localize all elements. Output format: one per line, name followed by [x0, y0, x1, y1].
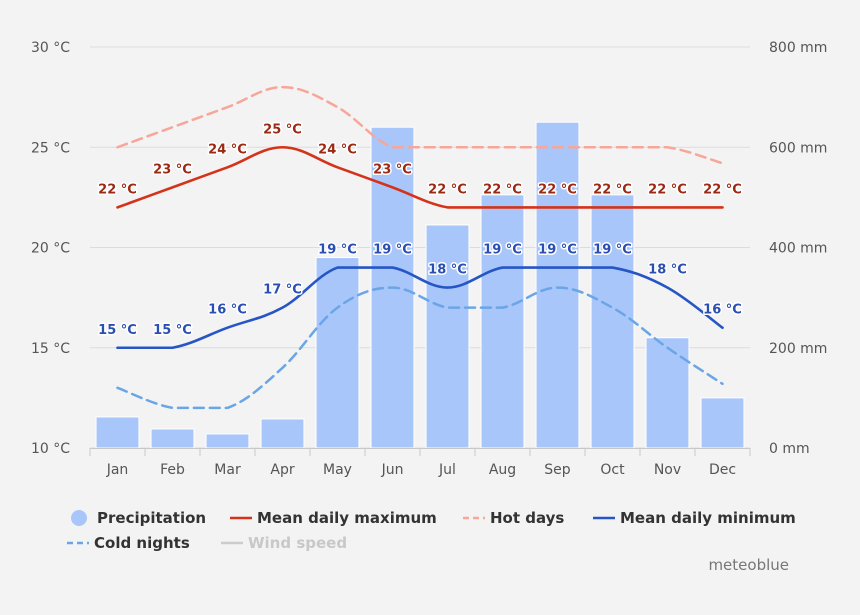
legend-label: Mean daily minimum	[620, 509, 796, 527]
data-label: 16 °C	[208, 303, 247, 318]
precipitation-bar[interactable]	[645, 337, 690, 449]
legend: Precipitation Mean daily maximum Hot days M…	[67, 509, 796, 552]
legend-item-precipitation[interactable]: Precipitation	[71, 509, 206, 527]
legend-symbol	[71, 510, 87, 526]
x-tick-label: Jul	[438, 462, 456, 478]
precipitation-bar[interactable]	[205, 433, 250, 449]
precipitation-bar[interactable]	[425, 224, 470, 449]
x-tick-label: Mar	[214, 462, 241, 478]
y-left-tick-label: 15 °C	[31, 341, 70, 357]
x-tick-label: Feb	[160, 462, 185, 478]
data-label: 25 °C	[263, 122, 302, 137]
data-label: 24 °C	[208, 142, 247, 157]
data-label: 19 °C	[373, 243, 412, 258]
data-label: 22 °C	[98, 182, 137, 197]
data-label: 22 °C	[483, 182, 522, 197]
precipitation-bars	[95, 121, 745, 449]
y-right-tick-label: 0 mm	[769, 441, 810, 457]
legend-label: Hot days	[490, 509, 564, 527]
series-lines	[116, 85, 724, 410]
y-right-tick-label: 400 mm	[769, 241, 827, 257]
precipitation-bar[interactable]	[95, 416, 140, 449]
precipitation-bar[interactable]	[590, 194, 635, 449]
data-label: 15 °C	[153, 323, 192, 338]
data-label: 22 °C	[593, 182, 632, 197]
precipitation-bar[interactable]	[480, 194, 525, 449]
x-tick-label: Sep	[544, 462, 571, 478]
legend-label: Cold nights	[94, 534, 190, 552]
x-tick-label: Dec	[709, 462, 736, 478]
axes: 10 °C 0 mm 15 °C 200 mm 20 °C 400 mm 25 °C 600 …	[31, 40, 828, 478]
data-label: 17 °C	[263, 283, 302, 298]
series-line-mean-daily-minimum[interactable]	[116, 266, 724, 350]
series-line-mean-daily-maximum[interactable]	[116, 145, 724, 209]
data-label: 23 °C	[153, 162, 192, 177]
legend-item-cold-nights[interactable]: Cold nights	[67, 534, 190, 552]
y-right-tick-label: 600 mm	[769, 140, 827, 156]
x-tick-label: Jan	[106, 462, 129, 478]
data-label: 19 °C	[593, 243, 632, 258]
y-right-tick-label: 200 mm	[769, 341, 827, 357]
data-label: 22 °C	[428, 182, 467, 197]
data-label: 22 °C	[648, 182, 687, 197]
series-line-hot-days[interactable]	[116, 85, 724, 165]
precipitation-bar[interactable]	[535, 121, 580, 449]
data-label: 18 °C	[428, 263, 467, 278]
data-label: 19 °C	[538, 243, 577, 258]
x-tick-label: Nov	[654, 462, 681, 478]
legend-item-wind-speed[interactable]: Wind speed	[221, 534, 347, 552]
precipitation-bar[interactable]	[700, 397, 745, 449]
x-tick-label: Aug	[489, 462, 516, 478]
series-line-cold-nights[interactable]	[116, 286, 724, 410]
data-label: 18 °C	[648, 263, 687, 278]
x-tick-label: Jun	[381, 462, 404, 478]
legend-item-mean-daily-maximum[interactable]: Mean daily maximum	[230, 509, 437, 527]
data-label: 15 °C	[98, 323, 137, 338]
data-label: 22 °C	[703, 182, 742, 197]
y-left-tick-label: 20 °C	[31, 241, 70, 257]
data-label: 16 °C	[703, 303, 742, 318]
data-label: 23 °C	[373, 162, 412, 177]
x-tick-label: May	[323, 462, 352, 478]
legend-label: Wind speed	[248, 534, 347, 552]
data-label: 22 °C	[538, 182, 577, 197]
precipitation-bar[interactable]	[260, 418, 305, 449]
x-tick-label: Oct	[600, 462, 625, 478]
y-left-tick-label: 30 °C	[31, 40, 70, 56]
precipitation-bar[interactable]	[315, 257, 360, 449]
legend-label: Precipitation	[97, 509, 206, 527]
y-left-tick-label: 25 °C	[31, 140, 70, 156]
credit-label[interactable]: meteoblue	[708, 556, 789, 574]
y-right-tick-label: 800 mm	[769, 40, 827, 56]
x-tick-label: Apr	[270, 462, 294, 478]
legend-item-mean-daily-minimum[interactable]: Mean daily minimum	[593, 509, 796, 527]
legend-label: Mean daily maximum	[257, 509, 437, 527]
y-left-tick-label: 10 °C	[31, 441, 70, 457]
precipitation-bar[interactable]	[150, 428, 195, 449]
data-label: 24 °C	[318, 142, 357, 157]
data-label: 19 °C	[318, 243, 357, 258]
data-labels: 22 °C 23 °C 24 °C 25 °C 24 °C 23 °C 22 °C 22 °C…	[97, 121, 744, 340]
data-label: 19 °C	[483, 243, 522, 258]
legend-item-hot-days[interactable]: Hot days	[463, 509, 564, 527]
